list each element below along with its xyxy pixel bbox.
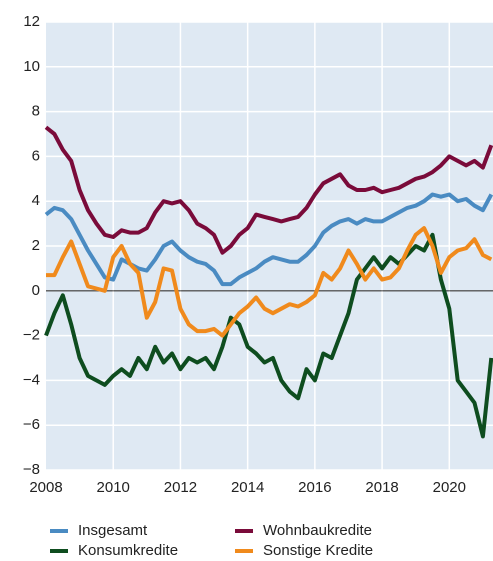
legend-label: Insgesamt (78, 522, 148, 539)
y-tick-label: 4 (32, 192, 40, 209)
y-tick-label: 8 (32, 103, 40, 120)
y-tick-label: −4 (23, 371, 40, 388)
y-tick-label: −2 (23, 327, 40, 344)
x-tick-label: 2008 (29, 479, 62, 496)
series-line (44, 125, 493, 255)
series-line (46, 226, 493, 338)
x-tick-label: 2018 (365, 479, 398, 496)
x-tick-label: 2012 (164, 479, 197, 496)
x-tick-label: 2014 (231, 479, 264, 496)
y-tick-label: −8 (23, 461, 40, 478)
y-tick-label: 2 (32, 237, 40, 254)
series-line (44, 192, 493, 287)
y-tick-label: 12 (23, 13, 40, 30)
x-tick-label: 2016 (298, 479, 331, 496)
x-tick-label: 2010 (97, 479, 130, 496)
y-tick-label: 6 (32, 147, 40, 164)
legend-label: Konsumkredite (78, 542, 178, 559)
y-tick-label: 10 (23, 58, 40, 75)
y-tick-label: 0 (32, 282, 40, 299)
series-line (44, 232, 493, 439)
x-tick-label: 2020 (433, 479, 466, 496)
legend-label: Wohnbaukredite (263, 522, 372, 539)
y-tick-label: −6 (23, 416, 40, 433)
legend-label: Sonstige Kredite (263, 542, 373, 559)
